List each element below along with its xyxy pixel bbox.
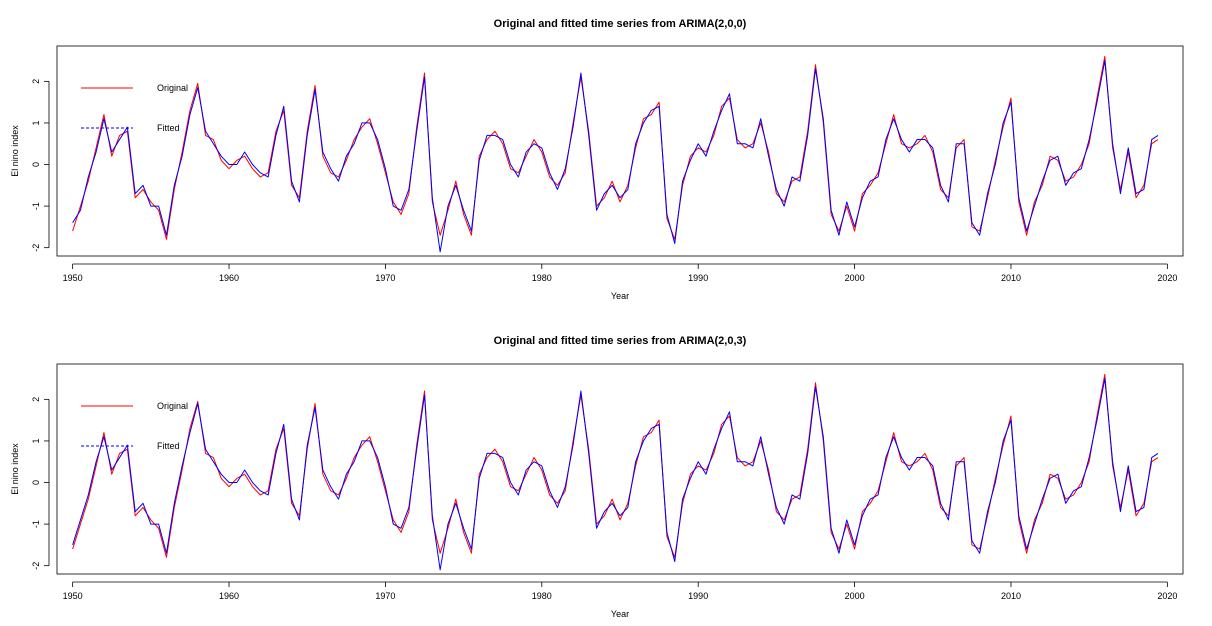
panel1-y-tick-label: 2 xyxy=(31,79,41,84)
panel2-x-tick-label: 1970 xyxy=(375,591,395,601)
panel1-y-axis-label: El nino index xyxy=(10,125,20,177)
panel1-y-tick-label: -1 xyxy=(31,202,41,210)
panel1-x-tick-label: 2000 xyxy=(845,273,865,283)
panel2-x-tick-label: 2020 xyxy=(1157,591,1177,601)
panel2-x-tick-label: 2010 xyxy=(1001,591,1021,601)
panel1-series-fitted-line xyxy=(72,60,1159,253)
panel1-y-tick-label: 1 xyxy=(31,120,41,125)
panel2-x-tick-label: 1960 xyxy=(219,591,239,601)
panel2-legend-original-label: Original xyxy=(157,401,188,411)
panel2-x-tick-label: 1980 xyxy=(532,591,552,601)
panel2-legend-fitted-label: Fitted xyxy=(157,441,180,451)
panel1-legend-fitted-label: Fitted xyxy=(157,123,180,133)
panel1-x-tick-label: 2010 xyxy=(1001,273,1021,283)
panel1-y-tick-label: -2 xyxy=(31,244,41,252)
panel1-x-tick-label: 1970 xyxy=(375,273,395,283)
panel1-series-original-line xyxy=(72,55,1159,240)
panel2-y-axis-label: El nino index xyxy=(10,443,20,495)
panel2-chart-title: Original and fitted time series from ARI… xyxy=(494,335,747,347)
panel1-x-tick-label: 1980 xyxy=(532,273,552,283)
panel2-x-tick-label: 1990 xyxy=(688,591,708,601)
panel2-y-tick-label: 1 xyxy=(31,438,41,443)
panel1-x-tick-label: 2020 xyxy=(1157,273,1177,283)
panel2-y-tick-label: 2 xyxy=(31,397,41,402)
panel2-x-tick-label: 1950 xyxy=(63,591,83,601)
panel1-y-tick-label: 0 xyxy=(31,162,41,167)
panel1-chart-title: Original and fitted time series from ARI… xyxy=(494,18,747,30)
panel2-y-tick-label: -2 xyxy=(31,562,41,570)
panel1-plot-frame xyxy=(56,45,1184,257)
panel1-x-tick-label: 1990 xyxy=(688,273,708,283)
panel1-x-tick-label: 1950 xyxy=(63,273,83,283)
panel2-y-tick-label: 0 xyxy=(31,480,41,485)
panel2-x-axis-label: Year xyxy=(611,609,629,619)
panel2-series-fitted-line xyxy=(72,378,1159,571)
panel1-legend-original-label: Original xyxy=(157,83,188,93)
panel2-x-tick-label: 2000 xyxy=(845,591,865,601)
panel2-series-original-line xyxy=(72,373,1159,558)
panel1-x-axis-label: Year xyxy=(611,291,629,301)
panel2-y-tick-label: -1 xyxy=(31,520,41,528)
panel2-plot-frame xyxy=(56,363,1184,575)
panel1-x-tick-label: 1960 xyxy=(219,273,239,283)
